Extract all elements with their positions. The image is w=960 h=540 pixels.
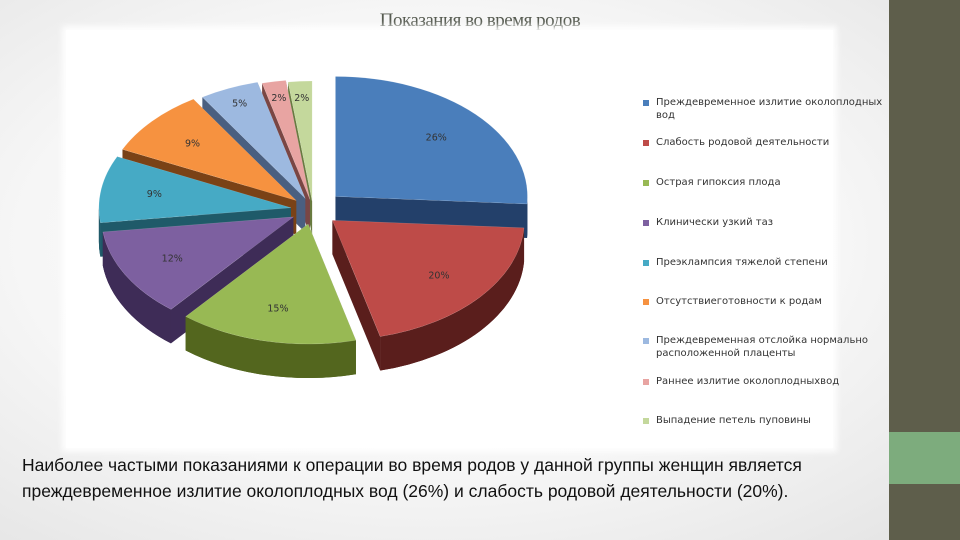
pie-data-label: 12% xyxy=(162,254,183,265)
legend-label: Клинически узкий таз xyxy=(656,217,774,228)
pie-slice xyxy=(185,223,357,345)
legend-swatch xyxy=(643,180,649,186)
pie-slice xyxy=(98,156,291,224)
legend-label: Раннее излитие околоплодныхвод xyxy=(656,376,840,387)
pie-slice xyxy=(122,98,297,201)
pie-slice xyxy=(332,220,525,337)
pie-data-label: 2% xyxy=(271,93,286,104)
pie-slice xyxy=(335,76,528,205)
legend-label: Острая гипоксия плода xyxy=(656,177,781,188)
legend-swatch xyxy=(643,338,649,344)
legend-label: Преждевременная отслойка нормально распо… xyxy=(656,335,868,359)
pie-data-labels: 26% 20% 15% 12% 9% 9% 5% 2% 2% xyxy=(147,93,450,314)
pie-slice-side xyxy=(380,227,525,371)
slide-caption: Наиболее частыми показаниями к операции … xyxy=(22,455,802,501)
pie-slice-side xyxy=(102,231,171,344)
chart-panel: 26% 20% 15% 12% 9% 9% 5% 2% 2% Преждевременное и… xyxy=(66,30,882,448)
legend-swatch xyxy=(643,100,649,106)
legend-swatch xyxy=(643,379,649,385)
slide-title: Показания во время родов xyxy=(379,10,581,31)
legend-swatch xyxy=(643,418,649,424)
pie-slice-tops xyxy=(98,76,528,345)
pie-data-label: 9% xyxy=(147,189,162,200)
pie-slice-side xyxy=(185,316,356,379)
side-accent xyxy=(889,432,960,484)
legend-label: Слабость родовой деятельности xyxy=(656,137,830,148)
pie-data-label: 9% xyxy=(185,138,200,149)
legend-label: Преэклампсия тяжелой степени xyxy=(656,257,828,268)
pie-data-label: 15% xyxy=(267,303,288,314)
pie-data-label: 2% xyxy=(294,93,309,104)
pie-slice xyxy=(201,81,306,199)
legend-swatch xyxy=(643,140,649,146)
legend-swatch xyxy=(643,299,649,305)
legend-label: Выпадение петель пуповины xyxy=(656,415,811,426)
pie-slice-side xyxy=(98,207,101,257)
pie-slice xyxy=(261,80,311,200)
pie-data-label: 20% xyxy=(428,270,449,281)
pie-slice-wall xyxy=(332,220,381,371)
pie-slice xyxy=(287,80,313,202)
legend-swatch xyxy=(643,220,649,226)
pie-slice xyxy=(102,216,295,310)
pie-data-label: 26% xyxy=(426,132,447,143)
pie-data-label: 5% xyxy=(232,99,247,110)
legend-label: Отсутствиеготовности к родам xyxy=(656,296,822,307)
legend-label: Преждевременное излитие околоплодных вод xyxy=(656,97,883,121)
pie-chart: 26% 20% 15% 12% 9% 9% 5% 2% 2% xyxy=(98,76,528,379)
legend-swatch xyxy=(643,260,649,266)
